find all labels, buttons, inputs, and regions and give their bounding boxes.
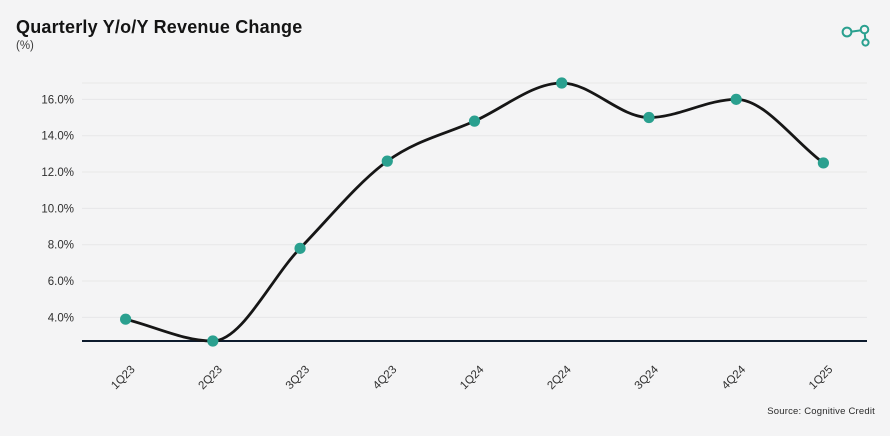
data-point[interactable]: [381, 155, 393, 167]
y-tick-label: 12.0%: [41, 167, 74, 179]
x-tick-label: 1Q24: [458, 363, 487, 392]
x-tick-label: 3Q24: [633, 363, 662, 392]
data-point[interactable]: [294, 242, 306, 254]
y-tick-label: 8.0%: [48, 240, 74, 252]
x-tick-label: 4Q24: [720, 363, 749, 392]
logo-connector-vertical: [863, 33, 867, 40]
y-tick-label: 16.0%: [41, 94, 74, 106]
data-point[interactable]: [817, 157, 829, 169]
data-point[interactable]: [207, 335, 219, 347]
y-tick-label: 10.0%: [41, 203, 74, 215]
y-tick-label: 14.0%: [41, 131, 74, 143]
data-point[interactable]: [468, 115, 481, 127]
x-tick-label: 4Q23: [371, 364, 399, 392]
x-tick-label: 1Q23: [109, 364, 137, 392]
x-tick-label: 3Q23: [284, 364, 312, 392]
source-credit: Source: Cognitive Credit: [767, 406, 875, 417]
cognitive-credit-logo: [841, 24, 870, 47]
data-point[interactable]: [120, 313, 132, 325]
logo-circle-small: [861, 38, 870, 47]
y-tick-label: 4.0%: [48, 312, 74, 324]
logo-circle-medium: [859, 24, 870, 35]
data-point[interactable]: [730, 93, 742, 105]
chart-subtitle: (%): [16, 39, 34, 52]
data-point[interactable]: [556, 77, 568, 89]
y-tick-label: 6.0%: [48, 276, 74, 288]
x-tick-label: 2Q23: [197, 364, 225, 392]
data-point[interactable]: [643, 111, 655, 124]
logo-circle-large: [841, 26, 853, 38]
chart-header: Quarterly Y/o/Y Revenue Change (%): [16, 16, 302, 52]
chart-title: Quarterly Y/o/Y Revenue Change: [16, 17, 303, 37]
x-tick-label: 1Q25: [807, 364, 835, 392]
x-tick-label: 2Q24: [545, 363, 574, 392]
logo-connector-horizontal: [851, 29, 861, 33]
